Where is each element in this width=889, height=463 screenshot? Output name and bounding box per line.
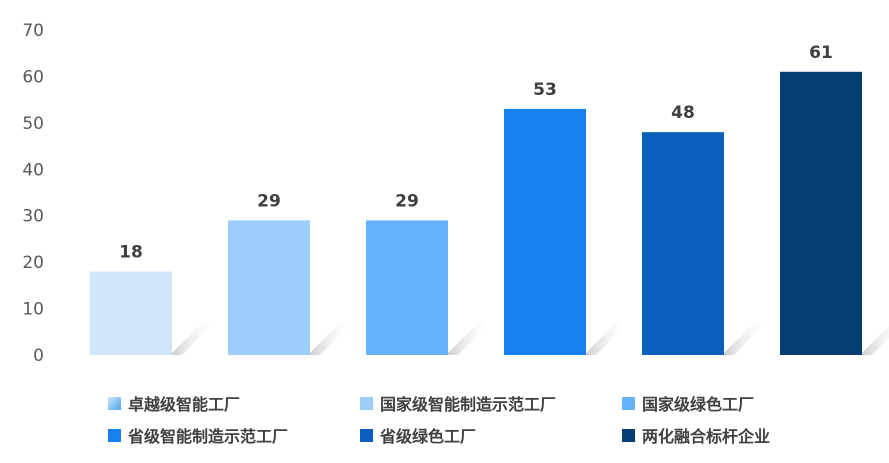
bar	[504, 108, 586, 355]
bar	[228, 220, 310, 355]
bar-shadow	[722, 321, 768, 355]
legend-item: 国家级绿色工厂	[622, 392, 842, 414]
y-tick-label: 30	[22, 207, 44, 227]
legend-swatch	[360, 428, 373, 442]
data-label: 53	[533, 80, 557, 100]
legend-item: 卓越级智能工厂	[108, 392, 360, 414]
legend: 卓越级智能工厂 国家级智能制造示范工厂 国家级绿色工厂省级智能制造示范工厂 省级绿色工…	[108, 392, 868, 446]
legend-item: 两化融合标杆企业	[622, 424, 842, 446]
y-tick-label: 50	[22, 114, 44, 134]
y-tick-label: 60	[22, 67, 44, 87]
legend-swatch	[622, 428, 635, 442]
legend-label: 卓越级智能工厂	[128, 395, 241, 414]
legend-label: 省级绿色工厂	[380, 427, 477, 446]
data-label: 48	[671, 103, 695, 123]
data-label: 18	[119, 242, 143, 262]
y-tick-label: 10	[22, 300, 44, 320]
bar-shadow	[308, 321, 354, 355]
bar	[90, 271, 172, 355]
legend-item: 国家级智能制造示范工厂	[360, 392, 622, 414]
legend-label: 两化融合标杆企业	[642, 427, 771, 446]
legend-swatch	[360, 396, 373, 410]
legend-label: 国家级绿色工厂	[642, 395, 755, 414]
legend-label: 国家级智能制造示范工厂	[380, 395, 557, 414]
legend-swatch	[622, 396, 635, 410]
bar-shadow	[584, 321, 630, 355]
bar	[366, 220, 448, 355]
legend-item: 省级绿色工厂	[360, 424, 622, 446]
bar-shadows	[170, 321, 889, 355]
data-label: 61	[809, 43, 833, 63]
bar	[780, 71, 862, 356]
legend-item: 省级智能制造示范工厂	[108, 424, 360, 446]
legend-label: 省级智能制造示范工厂	[128, 427, 289, 446]
y-tick-label: 40	[22, 160, 44, 180]
bar-shadow	[446, 321, 492, 355]
bar-shadow	[860, 326, 889, 355]
y-tick-label: 0	[33, 346, 44, 366]
legend-swatch	[108, 396, 121, 410]
bar-shadow	[170, 321, 216, 355]
bars	[90, 71, 862, 356]
y-axis: 0 10 20 30 40 50 60 70	[22, 21, 44, 366]
value-labels: 18 29 29 53 48 61	[119, 43, 833, 263]
y-tick-label: 20	[22, 253, 44, 273]
bar	[642, 132, 724, 355]
data-label: 29	[257, 191, 281, 211]
data-label: 29	[395, 191, 419, 211]
legend-swatch	[108, 428, 121, 442]
bar-chart: 0 10 20 30 40 50 60 70 18 29 29 53 48 61	[22, 21, 889, 366]
y-tick-label: 70	[22, 21, 44, 41]
